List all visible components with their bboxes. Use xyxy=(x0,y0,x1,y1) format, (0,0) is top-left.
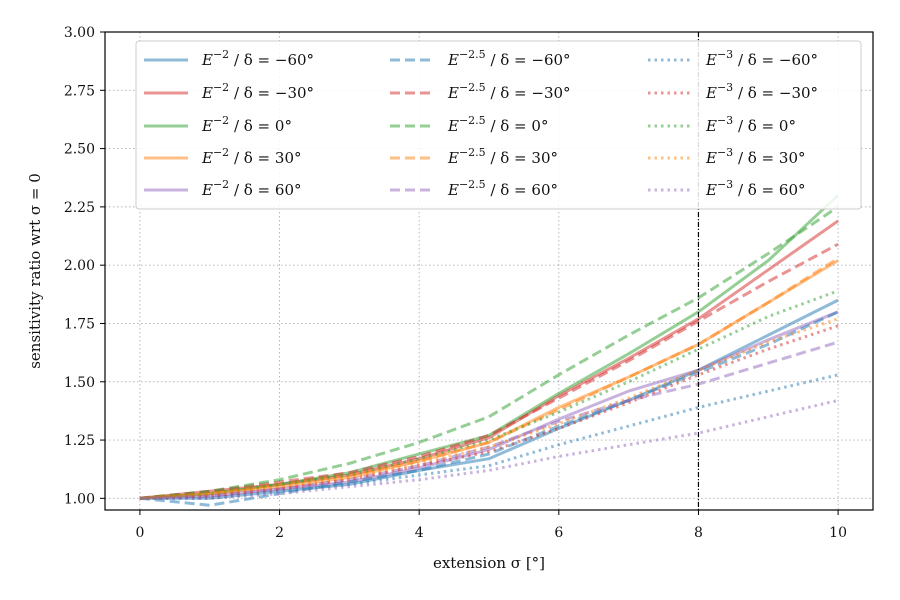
y-tick-label: 1.50 xyxy=(64,375,95,391)
series-line-2 xyxy=(139,194,840,500)
legend-label-3: E−2 / δ = 30° xyxy=(201,146,301,167)
series-line-4 xyxy=(139,310,839,500)
legend-label-13: E−3 / δ = 30° xyxy=(705,146,805,167)
legend-label-4: E−2 / δ = 60° xyxy=(201,178,301,199)
y-tick-label: 2.25 xyxy=(64,200,95,216)
x-tick-label: 2 xyxy=(275,525,284,541)
x-tick-label: 10 xyxy=(829,525,847,541)
x-tick-label: 8 xyxy=(694,525,703,541)
series-line-5 xyxy=(139,310,839,507)
legend-label-10: E−3 / δ = −60° xyxy=(705,48,818,69)
ticks: 0 2 4 6 8 10 1.00 1.25 1.50 1.75 2.00 2.25 2.50 2.75 3… xyxy=(64,25,847,541)
legend-label-2: E−2 / δ = 0° xyxy=(201,114,292,135)
legend-label-14: E−3 / δ = 60° xyxy=(705,178,805,199)
y-tick-label: 2.50 xyxy=(64,142,95,158)
series-line-14 xyxy=(139,398,839,500)
legend-label-1: E−2 / δ = −30° xyxy=(201,81,314,102)
series-line-10 xyxy=(139,373,839,500)
series-layer xyxy=(139,194,840,507)
legend-label-8: E−2.5 / δ = 30° xyxy=(447,146,558,167)
legend-label-6: E−2.5 / δ = −30° xyxy=(447,81,571,102)
plot-frame xyxy=(104,31,874,511)
legend-label-11: E−3 / δ = −30° xyxy=(705,81,818,102)
legend-label-5: E−2.5 / δ = −60° xyxy=(447,48,571,69)
y-tick-label: 1.75 xyxy=(64,316,95,332)
legend-box xyxy=(135,40,862,210)
x-tick-label: 4 xyxy=(415,525,424,541)
legend: E−2 / δ = −60° E−2 / δ = −30° E−2 / δ = 0°… xyxy=(135,40,862,210)
legend-label-9: E−2.5 / δ = 60° xyxy=(447,178,558,199)
y-tick-label: 2.75 xyxy=(64,83,95,99)
y-tick-label: 1.00 xyxy=(64,491,95,507)
legend-label-0: E−2 / δ = −60° xyxy=(201,48,314,69)
x-axis-label: extension σ [°] xyxy=(433,554,545,572)
legend-label-7: E−2.5 / δ = 0° xyxy=(447,114,548,135)
y-axis-label: sensitivity ratio wrt σ = 0 xyxy=(26,173,44,369)
y-tick-label: 3.00 xyxy=(64,25,95,41)
series-line-11 xyxy=(139,324,839,500)
y-tick-label: 1.25 xyxy=(64,433,95,449)
series-line-9 xyxy=(139,340,839,500)
series-line-8 xyxy=(139,256,839,500)
x-tick-label: 6 xyxy=(554,525,563,541)
x-tick-label: 0 xyxy=(135,525,144,541)
legend-label-12: E−3 / δ = 0° xyxy=(705,114,796,135)
y-tick-label: 2.00 xyxy=(64,258,95,274)
series-line-6 xyxy=(139,242,839,500)
